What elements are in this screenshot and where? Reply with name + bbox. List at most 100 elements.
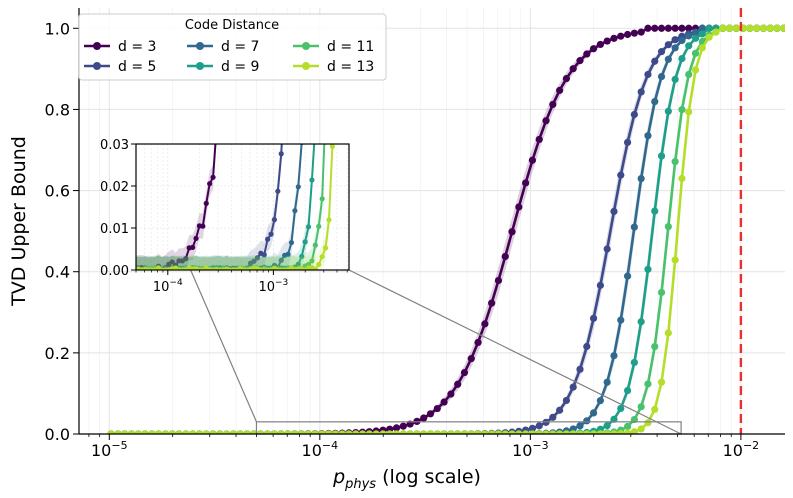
data-point-d9 <box>657 152 666 160</box>
legend: Code Distance d = 3 d = 5 d = 7 d = 9 d = 11… <box>78 13 387 81</box>
x-tick-exp: −2 <box>743 439 759 452</box>
data-point-d13 <box>725 24 734 32</box>
x-tick-label: 10−3 <box>512 439 549 460</box>
data-point-d7 <box>583 417 591 425</box>
legend-label-d5: d = 5 <box>118 59 156 75</box>
data-point-d3 <box>501 252 509 261</box>
data-point-d7 <box>698 24 706 32</box>
data-point-d7 <box>596 397 604 405</box>
data-point-d3 <box>664 24 672 32</box>
data-point-d11 <box>691 49 700 57</box>
data-point-d13 <box>630 428 638 434</box>
legend-marker-d3 <box>93 42 101 50</box>
inset-point-d5 <box>275 188 281 194</box>
data-point-d3 <box>617 32 625 40</box>
data-point-d13 <box>311 430 319 434</box>
inset-point-d9 <box>316 3 321 8</box>
data-point-d13 <box>297 430 305 434</box>
data-point-d3 <box>399 422 407 430</box>
data-point-d13 <box>223 430 231 434</box>
data-point-d13 <box>488 430 496 434</box>
data-point-d13 <box>121 430 129 434</box>
data-point-d3 <box>630 29 638 37</box>
data-point-d13 <box>746 24 754 32</box>
inset-point-d5 <box>254 255 260 261</box>
data-point-d3 <box>556 86 564 94</box>
x-tick-label: 10−4 <box>302 439 339 460</box>
data-point-d13 <box>515 430 523 434</box>
data-point-d13 <box>270 430 278 434</box>
data-point-d3 <box>542 117 550 125</box>
data-point-d11 <box>651 343 659 351</box>
data-point-d3 <box>515 203 523 211</box>
data-point-d13 <box>753 24 761 32</box>
data-point-d7 <box>651 97 659 106</box>
data-point-d13 <box>324 430 333 434</box>
data-point-d13 <box>664 329 672 337</box>
inset-point-d13 <box>322 245 329 251</box>
data-point-d7 <box>657 72 666 81</box>
data-point-d5 <box>549 413 557 421</box>
data-point-d3 <box>678 24 686 32</box>
x-tick-exp: −5 <box>111 439 127 452</box>
inset-point-d5 <box>251 258 257 264</box>
inset-point-d11 <box>319 196 325 202</box>
data-point-d13 <box>426 430 435 434</box>
inset-y-tick-label: 0.03 <box>100 138 129 153</box>
data-point-d3 <box>474 338 482 347</box>
y-tick-label: 0.2 <box>45 344 70 363</box>
data-point-d9 <box>644 265 652 273</box>
data-point-d9 <box>691 34 700 42</box>
data-point-d13 <box>705 33 713 41</box>
data-point-d11 <box>644 380 652 388</box>
series-line-11 <box>111 26 784 434</box>
inset-point-d3 <box>207 181 213 187</box>
data-point-d13 <box>732 24 740 32</box>
data-point-d9 <box>685 42 693 50</box>
data-point-d5 <box>671 36 679 44</box>
data-point-d13 <box>338 430 346 434</box>
data-point-d7 <box>644 132 652 140</box>
data-point-d3 <box>447 390 455 398</box>
data-point-d13 <box>420 430 428 434</box>
inset-plot: 10−4 10−30.000.010.020.03 <box>100 3 350 295</box>
data-point-d13 <box>569 430 577 434</box>
inset-x-tick-base: 10 <box>153 280 170 295</box>
data-point-d9 <box>705 24 713 32</box>
data-point-d3 <box>494 276 503 285</box>
data-point-d13 <box>257 430 265 434</box>
data-point-d13 <box>454 430 462 434</box>
data-point-d13 <box>365 430 373 434</box>
data-point-d3 <box>392 424 401 432</box>
inset-y-tick-label: 0.02 <box>100 180 129 195</box>
legend-title: Code Distance <box>185 18 279 33</box>
legend-frame <box>78 13 387 81</box>
data-point-d13 <box>202 430 210 434</box>
data-point-d13 <box>114 430 122 434</box>
inset-point-d11 <box>309 258 315 264</box>
data-point-d5 <box>576 365 584 373</box>
data-point-d11 <box>678 106 686 114</box>
data-point-d13 <box>440 430 448 434</box>
inset-point-d7 <box>278 257 284 263</box>
data-point-d13 <box>556 430 564 434</box>
y-tick-label: 0.8 <box>45 100 70 119</box>
data-point-d9 <box>651 207 659 215</box>
inset-point-d5 <box>261 252 267 258</box>
data-point-d9 <box>698 30 706 38</box>
inset-x-tick-exp: −3 <box>275 278 288 288</box>
x-tick-base: 10 <box>512 441 532 460</box>
series-line-13 <box>111 26 784 434</box>
data-point-d5 <box>528 424 537 432</box>
data-point-d13 <box>719 24 727 32</box>
inset-y-tick-label: 0.00 <box>100 264 129 279</box>
y-axis-label: TVD Upper Bound <box>8 136 30 307</box>
data-point-d3 <box>467 355 475 363</box>
data-point-d13 <box>610 430 618 434</box>
data-point-d3 <box>481 320 489 328</box>
data-point-d3 <box>562 74 571 83</box>
data-point-d13 <box>576 430 584 434</box>
x-tick-exp: −3 <box>532 439 548 452</box>
data-point-d13 <box>358 430 367 434</box>
